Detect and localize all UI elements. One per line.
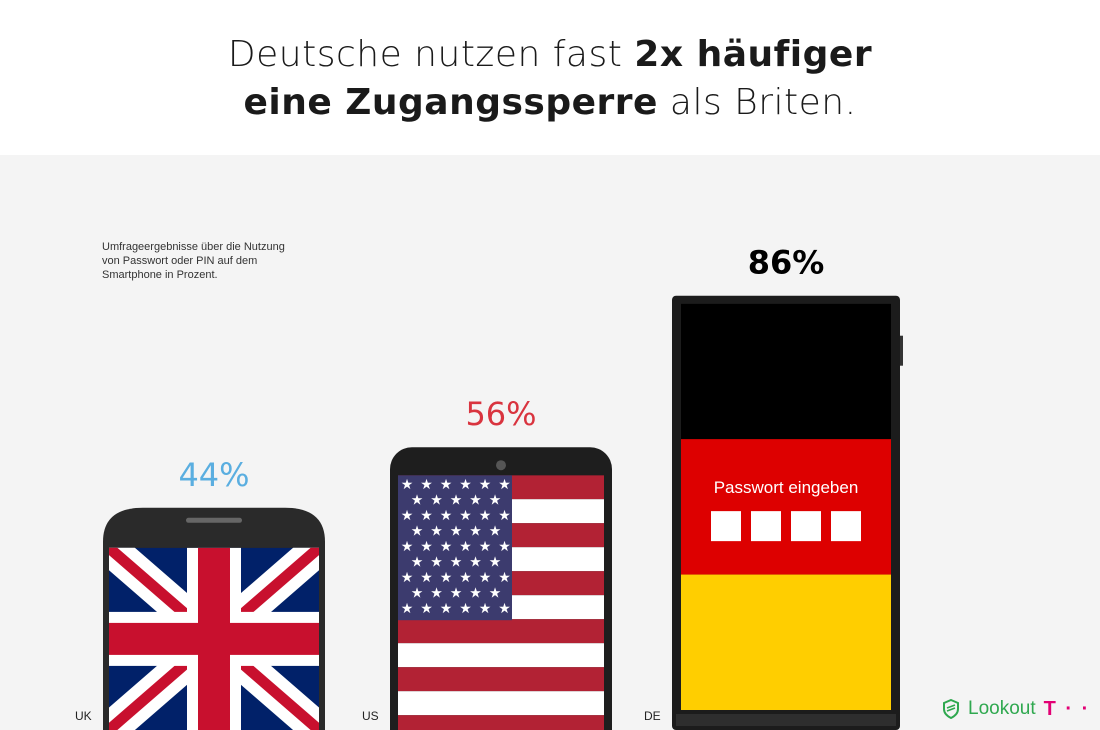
title-emphasis: eine Zugangssperre <box>243 82 658 123</box>
svg-text:★: ★ <box>459 508 472 524</box>
pin-box <box>751 511 781 542</box>
svg-text:★: ★ <box>440 601 453 617</box>
svg-text:★: ★ <box>498 508 511 524</box>
password-prompt: Passwort eingeben <box>714 478 859 497</box>
svg-text:★: ★ <box>440 508 453 524</box>
svg-text:★: ★ <box>401 601 414 617</box>
svg-text:★: ★ <box>489 493 502 509</box>
phone-bar-chart: 44%UK★ ★ ★ ★ ★ ★★ ★ ★ ★ ★★ ★ ★ ★ ★ ★★ ★ ★ ★ ★★ ★ ★ ★ ★ ★★ ★ ★ ★ ★★ ★… <box>75 244 903 730</box>
flag-de <box>681 303 891 710</box>
svg-text:★: ★ <box>440 477 453 493</box>
svg-text:★: ★ <box>489 524 502 540</box>
lookout-logo: Lookout <box>968 698 1036 719</box>
phone-bar-de: Passwort eingeben <box>672 295 903 730</box>
telekom-logo: T · · <box>1043 697 1091 720</box>
svg-text:★: ★ <box>411 555 424 571</box>
svg-text:★: ★ <box>459 601 472 617</box>
phone-bar-us: ★ ★ ★ ★ ★ ★★ ★ ★ ★ ★★ ★ ★ ★ ★ ★★ ★ ★ ★ ★★ ★ ★ ★ ★ ★★ ★ ★ ★ ★★ ★ ★ ★ ★ ★★… <box>390 447 612 730</box>
flag-uk <box>109 547 319 730</box>
svg-text:★: ★ <box>498 601 511 617</box>
svg-text:★: ★ <box>401 539 414 555</box>
svg-text:★: ★ <box>479 570 492 586</box>
svg-text:★: ★ <box>469 493 482 509</box>
svg-text:★: ★ <box>430 493 443 509</box>
title-text: als Briten. <box>657 82 857 123</box>
svg-text:★: ★ <box>479 477 492 493</box>
category-label: DE <box>644 709 661 723</box>
side-button <box>900 335 903 366</box>
svg-text:★: ★ <box>450 586 463 602</box>
svg-text:★: ★ <box>489 555 502 571</box>
svg-text:★: ★ <box>450 524 463 540</box>
svg-text:★: ★ <box>469 524 482 540</box>
svg-text:★: ★ <box>411 586 424 602</box>
svg-text:★: ★ <box>459 570 472 586</box>
svg-text:★: ★ <box>489 586 502 602</box>
phone-bottom-edge <box>676 714 896 726</box>
svg-text:★: ★ <box>420 601 433 617</box>
svg-text:★: ★ <box>401 570 414 586</box>
svg-text:★: ★ <box>450 555 463 571</box>
svg-text:★: ★ <box>450 493 463 509</box>
svg-text:★: ★ <box>430 555 443 571</box>
svg-text:★: ★ <box>430 524 443 540</box>
svg-text:★: ★ <box>420 477 433 493</box>
svg-text:★: ★ <box>479 539 492 555</box>
pin-box <box>791 511 821 542</box>
svg-text:★: ★ <box>469 555 482 571</box>
svg-text:★: ★ <box>411 524 424 540</box>
branding: Lookout T · · <box>942 698 1090 720</box>
svg-text:★: ★ <box>459 477 472 493</box>
svg-text:★: ★ <box>401 477 414 493</box>
svg-text:★: ★ <box>498 539 511 555</box>
chart-area: Umfrageergebnisse über die Nutzung von P… <box>0 155 1100 730</box>
page-title-line-1: Deutsche nutzen fast 2x häufiger <box>0 34 1100 75</box>
speaker-grille <box>186 517 242 523</box>
category-label: US <box>362 709 379 723</box>
shield-icon <box>943 699 959 719</box>
category-label: UK <box>75 709 92 723</box>
svg-text:★: ★ <box>420 539 433 555</box>
value-label: 44% <box>178 456 249 494</box>
svg-text:★: ★ <box>420 508 433 524</box>
svg-text:★: ★ <box>459 539 472 555</box>
pin-box <box>831 511 861 542</box>
phone-bar-uk <box>103 507 325 730</box>
title-emphasis: 2x häufiger <box>634 34 873 75</box>
flag-us: ★ ★ ★ ★ ★ ★★ ★ ★ ★ ★★ ★ ★ ★ ★ ★★ ★ ★ ★ ★★ ★ ★ ★ ★ ★★ ★ ★ ★ ★★ ★ ★ ★ ★ ★★… <box>398 475 604 730</box>
title-area: Deutsche nutzen fast 2x häufiger eine Zu… <box>0 0 1100 155</box>
svg-text:★: ★ <box>479 601 492 617</box>
chart-subtitle: Umfrageergebnisse über die Nutzung von P… <box>102 241 285 281</box>
svg-text:★: ★ <box>430 586 443 602</box>
svg-text:★: ★ <box>411 493 424 509</box>
svg-text:★: ★ <box>440 539 453 555</box>
pin-box <box>711 511 741 542</box>
svg-text:★: ★ <box>469 586 482 602</box>
title-text: Deutsche nutzen fast <box>227 34 635 75</box>
svg-text:★: ★ <box>420 570 433 586</box>
svg-text:★: ★ <box>498 570 511 586</box>
svg-text:★: ★ <box>498 477 511 493</box>
svg-text:★: ★ <box>401 508 414 524</box>
value-label: 86% <box>748 244 825 282</box>
value-label: 56% <box>465 395 536 433</box>
svg-text:★: ★ <box>479 508 492 524</box>
page-title-line-2: eine Zugangssperre als Briten. <box>0 82 1100 123</box>
camera-dot <box>496 460 506 471</box>
svg-text:★: ★ <box>440 570 453 586</box>
